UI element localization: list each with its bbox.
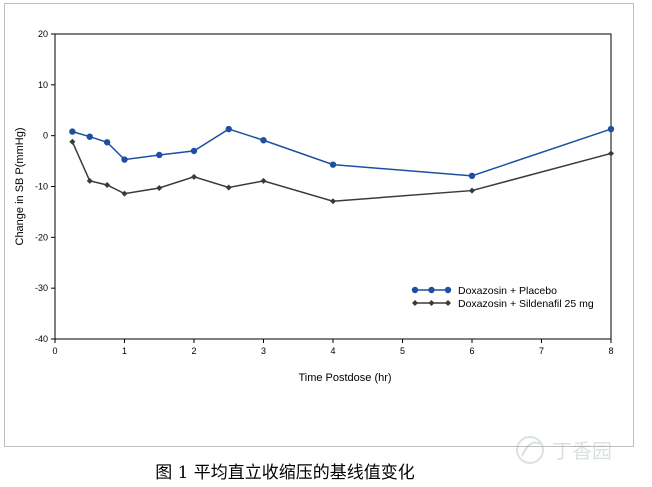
- series-line: [71, 141, 612, 202]
- x-tick-label: 6: [469, 346, 474, 356]
- data-point: [86, 177, 93, 184]
- series-line: [72, 128, 612, 177]
- data-point: [69, 128, 76, 135]
- data-point: [121, 190, 128, 197]
- legend-label: Doxazosin + Sildenafil 25 mg: [458, 298, 594, 310]
- data-point: [260, 137, 267, 144]
- data-point: [444, 286, 452, 294]
- x-tick-label: 7: [539, 346, 544, 356]
- data-point: [428, 300, 435, 306]
- data-point: [121, 156, 128, 163]
- data-point: [260, 177, 267, 184]
- data-point: [69, 138, 76, 145]
- data-point: [190, 147, 198, 155]
- data-point: [225, 125, 232, 133]
- watermark-text: 丁香园: [552, 439, 612, 463]
- data-point: [411, 286, 419, 294]
- data-point: [468, 172, 476, 180]
- x-tick-label: 2: [191, 346, 196, 356]
- x-tick-label: 4: [330, 346, 335, 356]
- figure-caption: 图 1 平均直立收缩压的基线值变化: [155, 463, 415, 483]
- data-point: [225, 184, 232, 191]
- x-tick-label: 5: [400, 346, 405, 356]
- x-tick-label: 3: [261, 346, 266, 356]
- data-point: [428, 286, 435, 294]
- legend-item: Doxazosin + Sildenafil 25 mg: [412, 298, 594, 310]
- data-point: [469, 187, 475, 194]
- legend-label: Doxazosin + Placebo: [458, 285, 557, 297]
- y-tick-label: 20: [38, 29, 48, 39]
- x-tick-label: 0: [52, 346, 57, 356]
- x-tick-label: 1: [122, 346, 127, 356]
- y-tick-label: -20: [35, 232, 48, 242]
- chart-frame: -40 -30 -20 -10 0 10 20 0 1 2 3 4 5 6 7 8 Time Postdose …: [4, 3, 634, 447]
- data-point: [86, 133, 93, 140]
- data-point: [607, 125, 615, 133]
- data-point: [445, 300, 451, 306]
- data-point: [329, 161, 337, 168]
- y-tick-label: -40: [35, 334, 48, 344]
- y-tick-label: -30: [35, 283, 48, 293]
- data-point: [412, 300, 418, 306]
- data-point: [104, 181, 111, 188]
- data-point: [330, 198, 336, 205]
- legend-item: Doxazosin + Placebo: [411, 285, 557, 297]
- x-axis-label: Time Postdose (hr): [298, 372, 391, 384]
- data-point: [103, 139, 111, 146]
- data-point: [156, 185, 163, 192]
- series-1: [69, 125, 615, 180]
- data-point: [608, 150, 614, 157]
- y-tick-label: 0: [43, 131, 48, 141]
- series-2: [69, 138, 614, 205]
- line-chart: -40 -30 -20 -10 0 10 20 0 1 2 3 4 5 6 7 8 Time Postdose …: [14, 29, 615, 384]
- x-tick-label: 8: [608, 346, 613, 356]
- data-point: [191, 173, 197, 180]
- watermark-logo: 丁香园: [516, 436, 612, 464]
- y-tick-label: -10: [35, 182, 48, 192]
- data-point: [156, 151, 163, 159]
- y-axis-label: Change in SB P(mmHg): [14, 128, 26, 246]
- y-tick-label: 10: [38, 80, 48, 90]
